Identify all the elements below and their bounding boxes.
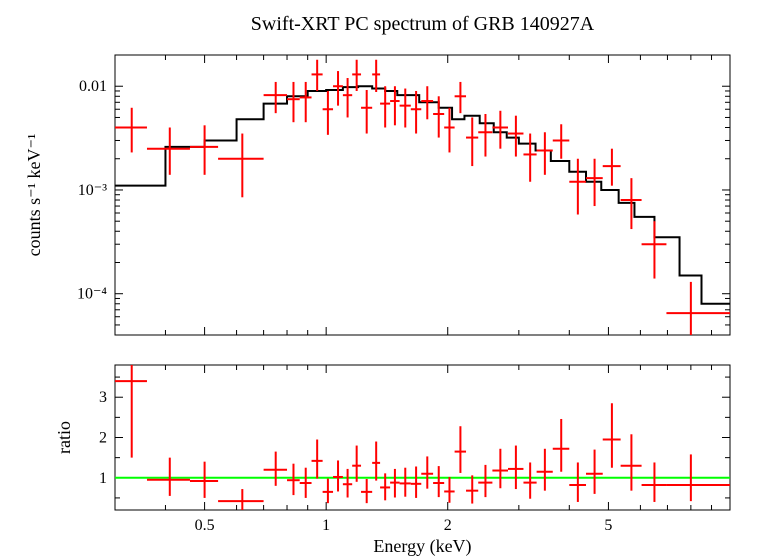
svg-text:2: 2 — [99, 430, 107, 447]
svg-text:10⁻³: 10⁻³ — [78, 182, 107, 199]
svg-text:counts s⁻¹ keV⁻¹: counts s⁻¹ keV⁻¹ — [24, 134, 44, 257]
svg-text:Swift-XRT PC spectrum of GRB 1: Swift-XRT PC spectrum of GRB 140927A — [251, 13, 595, 35]
svg-text:2: 2 — [444, 517, 452, 534]
svg-text:3: 3 — [99, 389, 107, 406]
chart-container: Swift-XRT PC spectrum of GRB 140927A 0.5 1… — [0, 0, 758, 556]
svg-text:1: 1 — [322, 517, 330, 534]
svg-text:Energy (keV): Energy (keV) — [373, 536, 471, 556]
svg-text:10⁻⁴: 10⁻⁴ — [77, 286, 107, 303]
svg-text:0.5: 0.5 — [195, 517, 215, 534]
svg-text:ratio: ratio — [54, 421, 74, 454]
spectrum-chart: Swift-XRT PC spectrum of GRB 140927A 0.5 1… — [0, 0, 758, 556]
svg-text:5: 5 — [604, 517, 612, 534]
svg-text:1: 1 — [99, 470, 107, 487]
svg-text:0.01: 0.01 — [79, 78, 107, 95]
